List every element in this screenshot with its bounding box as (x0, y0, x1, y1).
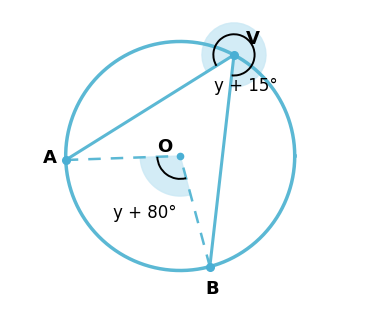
Polygon shape (202, 23, 266, 87)
Text: A: A (43, 149, 57, 167)
Polygon shape (140, 156, 191, 196)
Text: y + 80°: y + 80° (113, 204, 177, 222)
Text: O: O (157, 138, 172, 156)
Text: y + 15°: y + 15° (214, 77, 278, 95)
Text: B: B (205, 280, 219, 298)
Text: V: V (245, 30, 259, 48)
